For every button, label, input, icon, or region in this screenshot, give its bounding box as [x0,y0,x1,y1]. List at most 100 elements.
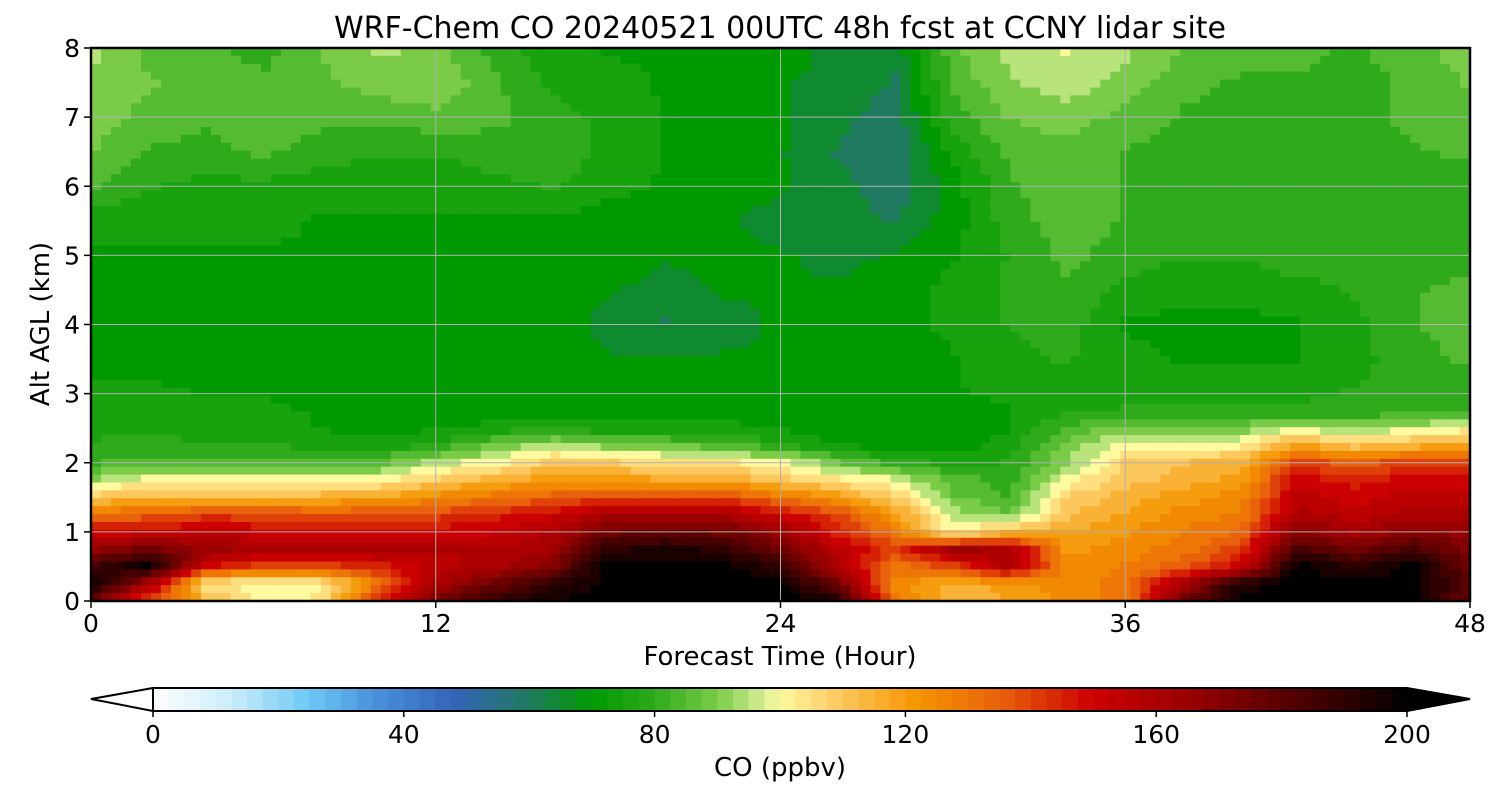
field-cell [381,222,392,231]
field-cell [301,143,312,152]
field-cell [870,167,881,176]
field-cell [701,198,712,207]
field-cell [1090,64,1101,73]
field-cell [1330,80,1341,89]
field-cell [990,261,1001,270]
field-cell [451,301,462,310]
field-cell [191,111,202,120]
field-cell [1220,167,1231,176]
field-cell [1080,301,1091,310]
field-cell [1110,103,1121,112]
field-cell [771,293,782,302]
field-cell [321,159,332,168]
field-cell [231,103,242,112]
field-cell [411,111,422,120]
field-cell [581,214,592,223]
field-cell [1390,56,1401,65]
field-cell [1240,222,1251,231]
field-cell [291,135,302,144]
field-cell [661,230,672,239]
field-cell [950,119,961,128]
field-cell [1350,80,1361,89]
field-cell [1320,127,1331,136]
field-cell [1080,285,1091,294]
field-cell [950,309,961,318]
field-cell [1340,277,1351,286]
field-cell [870,246,881,255]
field-cell [1080,174,1091,183]
field-cell [810,103,821,112]
field-cell [820,206,831,215]
field-cell [960,159,971,168]
field-cell [1260,190,1271,199]
field-cell [1140,309,1151,318]
field-cell [221,103,232,112]
field-cell [980,214,991,223]
field-cell [601,309,612,318]
field-cell [1390,151,1401,160]
field-cell [371,119,382,128]
field-cell [950,143,961,152]
field-cell [101,190,112,199]
field-cell [1040,135,1051,144]
field-cell [281,309,292,318]
field-cell [1250,325,1261,334]
field-cell [980,269,991,278]
field-cell [1210,151,1221,160]
field-cell [621,72,632,81]
field-cell [1390,293,1401,302]
field-cell [1440,198,1451,207]
field-cell [950,111,961,120]
field-cell [541,198,552,207]
field-cell [1130,190,1141,199]
field-cell [970,222,981,231]
field-cell [1050,111,1061,120]
field-cell [840,293,851,302]
field-cell [1430,119,1441,128]
field-cell [631,48,642,57]
field-cell [91,269,102,278]
field-cell [1150,72,1161,81]
field-cell [1300,167,1311,176]
field-cell [1420,88,1431,97]
field-cell [261,246,272,255]
field-cell [1090,56,1101,65]
field-cell [1220,246,1231,255]
field-cell [1170,230,1181,239]
field-cell [980,206,991,215]
field-cell [441,246,452,255]
field-cell [1050,88,1061,97]
field-cell [1170,253,1181,262]
field-cell [940,277,951,286]
field-cell [1080,95,1091,104]
field-cell [781,293,792,302]
field-cell [1160,151,1171,160]
field-cell [241,167,252,176]
field-cell [391,88,402,97]
field-cell [241,135,252,144]
field-cell [531,167,542,176]
field-cell [1190,119,1201,128]
field-cell [501,143,512,152]
field-cell [860,103,871,112]
field-cell [1030,214,1041,223]
field-cell [1160,222,1171,231]
field-cell [511,167,522,176]
field-cell [1210,206,1221,215]
field-cell [151,135,162,144]
field-cell [1090,80,1101,89]
field-cell [741,190,752,199]
field-cell [1270,277,1281,286]
field-cell [221,222,232,231]
field-cell [1450,246,1461,255]
field-cell [271,317,282,326]
field-cell [281,261,292,270]
field-cell [201,190,212,199]
field-cell [1250,230,1261,239]
field-cell [1100,111,1111,120]
field-cell [461,88,472,97]
field-cell [1280,198,1291,207]
field-cell [1010,119,1021,128]
field-cell [291,277,302,286]
field-cell [1320,56,1331,65]
